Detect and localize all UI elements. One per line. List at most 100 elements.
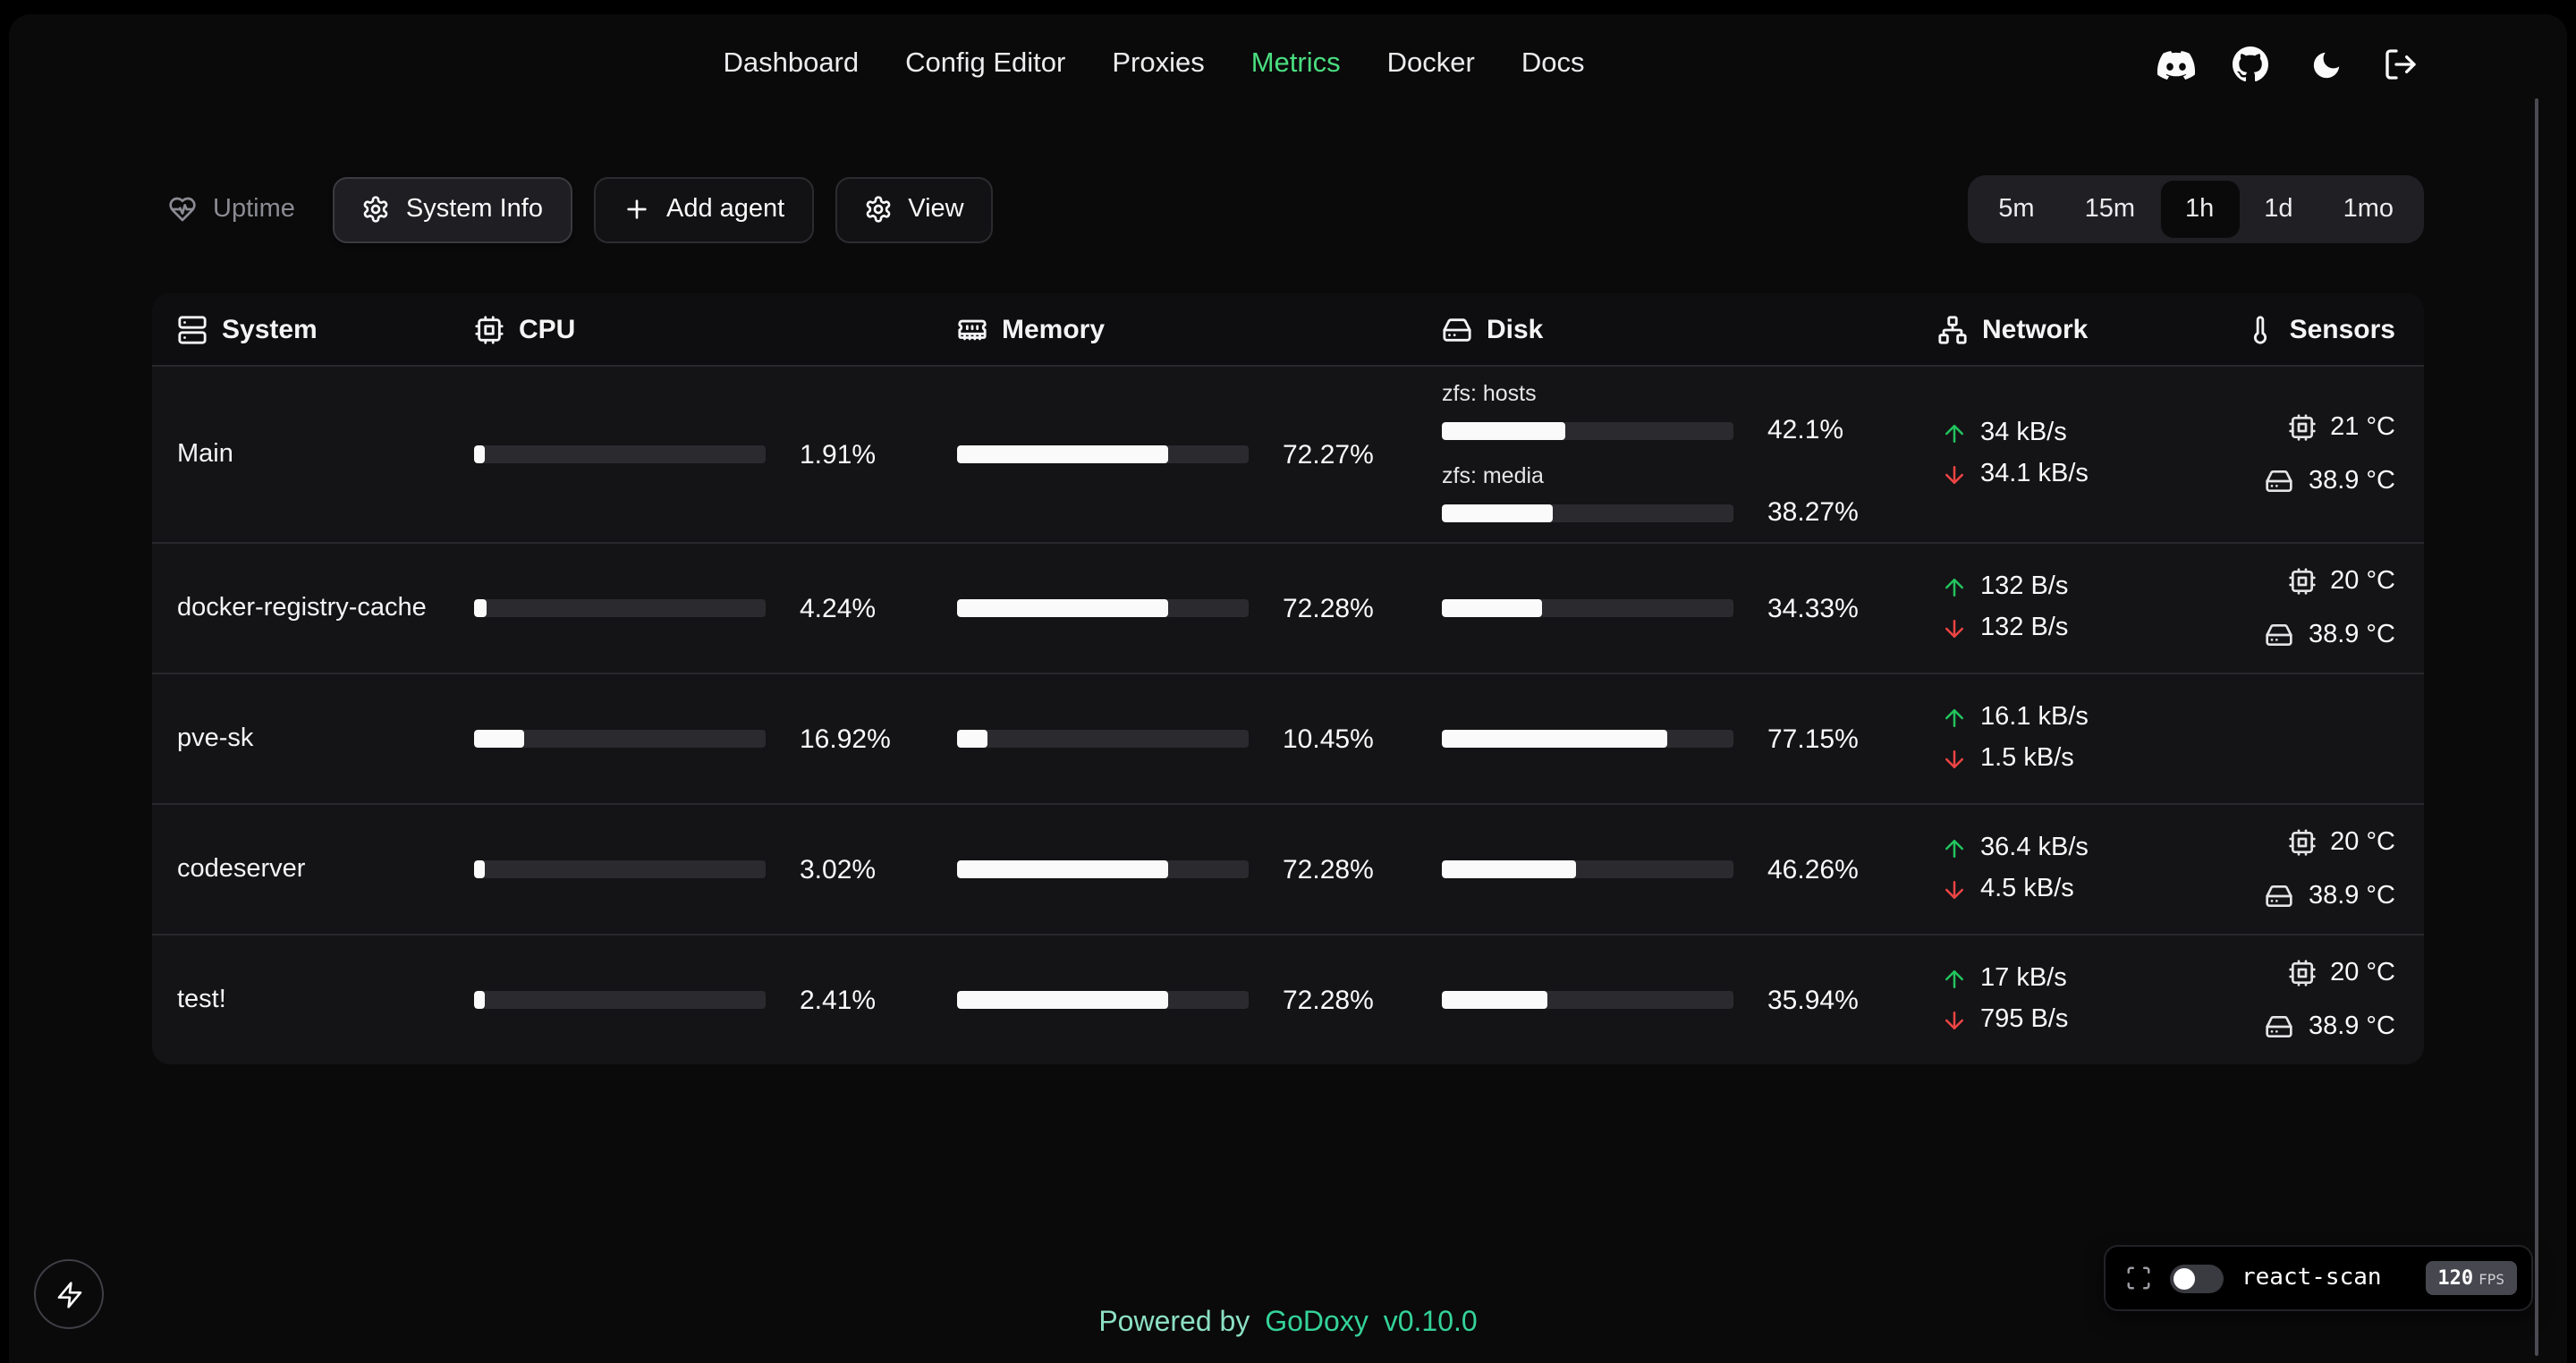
- fps-unit: FPS: [2479, 1272, 2504, 1288]
- view-toggle-group: Uptime System Info Add agent View: [152, 176, 993, 242]
- table-row: Main 1.91% 72.27% zfs: hosts: [152, 365, 2424, 542]
- disk-entry: zfs: hosts 42.1%: [1442, 381, 1859, 445]
- main-nav: Dashboard Config Editor Proxies Metrics …: [723, 48, 1584, 80]
- zap-icon: [55, 1280, 83, 1308]
- harddrive-icon: [2266, 621, 2294, 649]
- cpu-cell: 4.24%: [474, 593, 957, 623]
- cpu-percent: 3.02%: [800, 854, 877, 885]
- discord-icon[interactable]: [2156, 45, 2195, 84]
- memory-usage-bar: [957, 730, 1249, 748]
- disk-temp: 38.9 °C: [2308, 467, 2395, 495]
- cpu-usage-bar: [474, 860, 766, 878]
- disk-percent: 38.27%: [1767, 497, 1859, 528]
- upload-arrow-icon: [1941, 420, 1968, 447]
- col-header-memory: Memory: [957, 314, 1442, 344]
- upload-rate: 17 kB/s: [1980, 964, 2067, 993]
- disk-entry: zfs: media 38.27%: [1442, 463, 1859, 528]
- cpu-icon: [2287, 828, 2316, 857]
- time-range-1mo[interactable]: 1mo: [2343, 195, 2394, 224]
- col-header-sensors: Sensors: [2241, 314, 2424, 344]
- logout-icon[interactable]: [2381, 45, 2420, 84]
- cpu-usage-bar: [474, 991, 766, 1009]
- view-button[interactable]: View: [835, 176, 993, 242]
- toggle-knob: [2174, 1267, 2195, 1289]
- download-rate: 795 B/s: [1980, 1005, 2069, 1034]
- time-range-1d[interactable]: 1d: [2264, 195, 2293, 224]
- upload-rate: 16.1 kB/s: [1980, 703, 2089, 732]
- network-cell: 36.4 kB/s 4.5 kB/s: [1937, 830, 2241, 909]
- cpu-icon: [474, 314, 504, 344]
- cpu-usage-bar: [474, 445, 766, 463]
- disk-cell: 34.33%: [1442, 593, 1937, 623]
- nav-item-dashboard[interactable]: Dashboard: [723, 48, 860, 79]
- nav-item-config-editor[interactable]: Config Editor: [905, 48, 1066, 79]
- cpu-percent: 2.41%: [800, 985, 877, 1015]
- network-cell: 132 B/s 132 B/s: [1937, 569, 2241, 648]
- vertical-scrollbar[interactable]: [2535, 98, 2538, 1356]
- upload-rate: 36.4 kB/s: [1980, 834, 2089, 862]
- time-range-selector: 5m 15m 1h 1d 1mo: [1968, 175, 2424, 243]
- memory-cell: 72.28%: [957, 854, 1442, 885]
- memory-usage-bar: [957, 599, 1249, 617]
- powered-by-text: Powered by: [1098, 1308, 1250, 1338]
- system-info-tab-label: System Info: [405, 195, 543, 224]
- system-name: Main: [177, 440, 233, 469]
- sensors-cell: 21 °C 38.9 °C: [2241, 408, 2424, 501]
- plus-icon: [622, 195, 650, 224]
- heart-pulse-icon: [168, 195, 197, 224]
- disk-temp: 38.9 °C: [2308, 882, 2395, 910]
- fps-badge: 120 FPS: [2425, 1261, 2517, 1295]
- download-rate: 34.1 kB/s: [1980, 460, 2089, 488]
- disk-usage-bar: [1442, 504, 1733, 521]
- sensors-cell: 20 °C 38.9 °C: [2241, 823, 2424, 916]
- disk-percent: 77.15%: [1767, 724, 1859, 754]
- github-icon[interactable]: [2231, 45, 2270, 84]
- time-range-15m[interactable]: 15m: [2084, 195, 2135, 224]
- upload-arrow-icon: [1941, 705, 1968, 732]
- cpu-usage-bar: [474, 599, 766, 617]
- memory-cell: 72.28%: [957, 593, 1442, 623]
- systems-table: System CPU Memory Disk Network: [152, 293, 2424, 1064]
- quick-actions-button[interactable]: [34, 1259, 104, 1329]
- network-cell: 34 kB/s 34.1 kB/s: [1937, 415, 2241, 494]
- nav-item-docs[interactable]: Docs: [1521, 48, 1585, 79]
- nav-item-docker[interactable]: Docker: [1386, 48, 1475, 79]
- scan-icon[interactable]: [2125, 1265, 2152, 1291]
- upload-arrow-icon: [1941, 574, 1968, 601]
- memory-cell: 72.28%: [957, 985, 1442, 1015]
- uptime-tab[interactable]: Uptime: [152, 176, 311, 242]
- footer: Powered by GoDoxy v0.10.0: [9, 1308, 2567, 1340]
- disk-percent: 35.94%: [1767, 985, 1859, 1015]
- gear-icon: [361, 195, 390, 224]
- cpu-temp: 20 °C: [2330, 567, 2395, 596]
- time-range-5m[interactable]: 5m: [1998, 195, 2035, 224]
- thermometer-icon: [2245, 314, 2275, 344]
- add-agent-button[interactable]: Add agent: [593, 176, 814, 242]
- react-scan-label: react-scan: [2241, 1265, 2382, 1291]
- download-rate: 132 B/s: [1980, 614, 2069, 642]
- time-range-1h[interactable]: 1h: [2160, 181, 2240, 238]
- react-scan-toggle[interactable]: [2170, 1264, 2224, 1292]
- nav-item-metrics[interactable]: Metrics: [1250, 48, 1341, 79]
- harddrive-icon: [2266, 882, 2294, 910]
- godoxy-link[interactable]: GoDoxy: [1265, 1308, 1368, 1338]
- nav-item-proxies[interactable]: Proxies: [1112, 48, 1205, 79]
- memory-percent: 72.28%: [1283, 593, 1374, 623]
- disk-cell: zfs: hosts 42.1% zfs: media 38.27%: [1442, 381, 1937, 528]
- harddrive-icon: [2266, 1012, 2294, 1041]
- cpu-percent: 4.24%: [800, 593, 877, 623]
- react-scan-widget: react-scan 120 FPS: [2104, 1245, 2533, 1311]
- cpu-icon: [2287, 413, 2316, 442]
- memory-percent: 72.27%: [1283, 439, 1374, 470]
- uptime-tab-label: Uptime: [213, 195, 295, 224]
- memory-icon: [957, 314, 987, 344]
- disk-percent: 46.26%: [1767, 854, 1859, 885]
- table-row: test! 2.41% 72.28% 35.94% 17 kB/s: [152, 934, 2424, 1064]
- cpu-temp: 21 °C: [2330, 413, 2395, 442]
- metrics-toolbar: Uptime System Info Add agent View 5m 15m: [152, 175, 2424, 243]
- system-name: docker-registry-cache: [177, 594, 427, 622]
- gear-icon: [863, 195, 892, 224]
- theme-toggle-moon-icon[interactable]: [2306, 45, 2345, 84]
- system-info-tab[interactable]: System Info: [332, 176, 572, 242]
